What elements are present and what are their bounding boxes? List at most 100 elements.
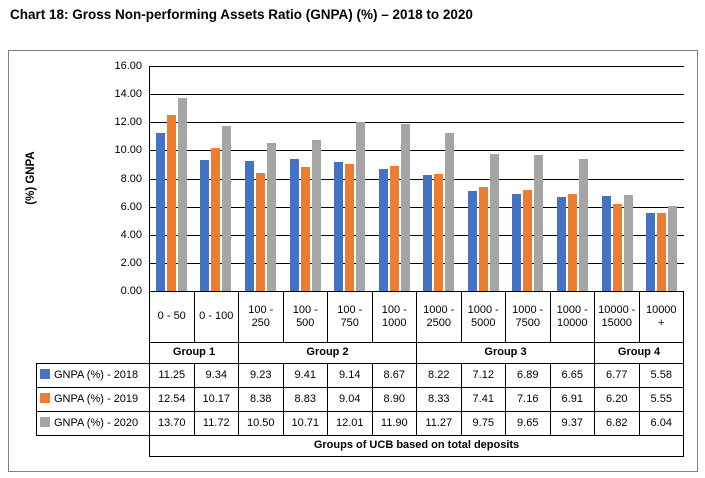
- gridline: [149, 150, 684, 151]
- bar-2019-cat2: [211, 148, 220, 291]
- value-cell-2018-cat4: 9.41: [282, 363, 328, 388]
- value-cell-2020-cat11: 6.82: [594, 411, 640, 436]
- value-cell-2020-cat12: 6.04: [638, 411, 684, 436]
- category-cell-4: 100 - 500: [282, 291, 328, 343]
- bar-2018-cat2: [200, 160, 209, 291]
- legend-label-2019: GNPA (%) - 2019: [54, 392, 139, 405]
- bar-2020-cat9: [534, 155, 543, 291]
- group-row-spacer: [37, 343, 150, 364]
- legend-swatch-2019: [40, 392, 50, 403]
- group-cell-3: Group 3: [416, 342, 595, 364]
- y-tick-label: 6.00: [120, 201, 142, 213]
- bar-2019-cat4: [301, 167, 310, 291]
- chart-title: Chart 18: Gross Non-performing Assets Ra…: [10, 7, 473, 22]
- bar-2018-cat11: [602, 196, 611, 291]
- gridline: [149, 66, 684, 67]
- bar-2018-cat8: [468, 191, 477, 291]
- value-cell-2019-cat5: 9.04: [327, 387, 373, 412]
- bar-2019-cat12: [657, 213, 666, 291]
- bar-2018-cat4: [290, 159, 299, 291]
- value-cell-2020-cat3: 10.50: [238, 411, 284, 436]
- bar-2020-cat5: [356, 122, 365, 291]
- bar-2018-cat10: [557, 197, 566, 291]
- value-cell-2018-cat12: 5.58: [638, 363, 684, 388]
- legend-cell-2020: GNPA (%) - 2020: [36, 411, 150, 436]
- y-axis: [149, 66, 150, 291]
- bar-2018-cat1: [156, 133, 165, 291]
- category-cell-7: 1000 - 2500: [416, 291, 462, 343]
- bar-2020-cat8: [490, 154, 499, 291]
- bar-2020-cat11: [624, 195, 633, 291]
- value-cell-2020-cat2: 11.72: [193, 411, 239, 436]
- value-cell-2018-cat5: 9.14: [327, 363, 373, 388]
- table-corner-spacer: [37, 292, 150, 343]
- value-cell-2018-cat3: 9.23: [238, 363, 284, 388]
- gridline: [149, 263, 684, 264]
- value-cell-2020-cat1: 13.70: [149, 411, 195, 436]
- bar-2018-cat7: [423, 175, 432, 291]
- bar-2018-cat3: [245, 161, 254, 291]
- bar-2018-cat12: [646, 213, 655, 291]
- value-cell-2018-cat11: 6.77: [594, 363, 640, 388]
- value-cell-2020-cat7: 11.27: [416, 411, 462, 436]
- value-cell-2019-cat8: 7.41: [460, 387, 506, 412]
- value-cell-2018-cat2: 9.34: [193, 363, 239, 388]
- value-cell-2018-cat10: 6.65: [549, 363, 595, 388]
- y-tick-label: 14.00: [114, 88, 142, 100]
- y-tick-label: 10.00: [114, 144, 142, 156]
- value-cell-2020-cat8: 9.75: [460, 411, 506, 436]
- bar-2019-cat11: [613, 204, 622, 291]
- bar-2019-cat3: [256, 173, 265, 291]
- legend-label-2018: GNPA (%) - 2018: [54, 368, 139, 381]
- bar-2019-cat6: [390, 166, 399, 291]
- value-cell-2018-cat8: 7.12: [460, 363, 506, 388]
- value-cell-2019-cat4: 8.83: [282, 387, 328, 412]
- bar-2020-cat1: [178, 98, 187, 291]
- value-cell-2019-cat3: 8.38: [238, 387, 284, 412]
- group-cell-4: Group 4: [594, 342, 684, 364]
- y-tick-label: 0.00: [120, 285, 142, 297]
- category-cell-6: 100 - 1000: [371, 291, 417, 343]
- gridline: [149, 122, 684, 123]
- bar-2019-cat9: [523, 190, 532, 291]
- category-cell-12: 10000 +: [638, 291, 684, 343]
- y-axis-title: (%) GNPA: [25, 151, 37, 205]
- gridline: [149, 235, 684, 236]
- gridline: [149, 179, 684, 180]
- value-cell-2019-cat6: 8.90: [371, 387, 417, 412]
- bar-2020-cat6: [401, 124, 410, 291]
- value-cell-2020-cat4: 10.71: [282, 411, 328, 436]
- bar-2020-cat2: [222, 126, 231, 291]
- group-cell-1: Group 1: [149, 342, 239, 364]
- bar-2019-cat8: [479, 187, 488, 291]
- value-cell-2019-cat2: 10.17: [193, 387, 239, 412]
- value-cell-2020-cat6: 11.90: [371, 411, 417, 436]
- legend-label-2020: GNPA (%) - 2020: [54, 416, 139, 429]
- category-cell-2: 0 - 100: [193, 291, 239, 343]
- value-cell-2020-cat9: 9.65: [505, 411, 551, 436]
- bar-2019-cat1: [167, 115, 176, 291]
- value-cell-2019-cat9: 7.16: [505, 387, 551, 412]
- bar-2020-cat3: [267, 143, 276, 291]
- group-cell-2: Group 2: [238, 342, 417, 364]
- bar-2019-cat5: [345, 164, 354, 291]
- data-table: 0 - 50 0 - 100 100 - 250 100 - 500 100 - 750…: [36, 291, 684, 457]
- bar-2018-cat9: [512, 194, 521, 291]
- y-tick-label: 8.00: [120, 173, 142, 185]
- value-cell-2020-cat10: 9.37: [549, 411, 595, 436]
- category-cell-5: 100 - 750: [327, 291, 373, 343]
- value-cell-2018-cat9: 6.89: [505, 363, 551, 388]
- legend-cell-2019: GNPA (%) - 2019: [36, 387, 150, 412]
- legend-cell-2018: GNPA (%) - 2018: [36, 363, 150, 388]
- bar-2020-cat12: [668, 206, 677, 291]
- category-cell-3: 100 - 250: [238, 291, 284, 343]
- y-tick-label: 16.00: [114, 60, 142, 72]
- y-tick-label: 12.00: [114, 116, 142, 128]
- gridline: [149, 94, 684, 95]
- legend-swatch-2018: [40, 368, 50, 379]
- value-cell-2018-cat1: 11.25: [149, 363, 195, 388]
- value-cell-2019-cat10: 6.91: [549, 387, 595, 412]
- value-cell-2020-cat5: 12.01: [327, 411, 373, 436]
- x-axis-title: Groups of UCB based on total deposits: [149, 435, 684, 457]
